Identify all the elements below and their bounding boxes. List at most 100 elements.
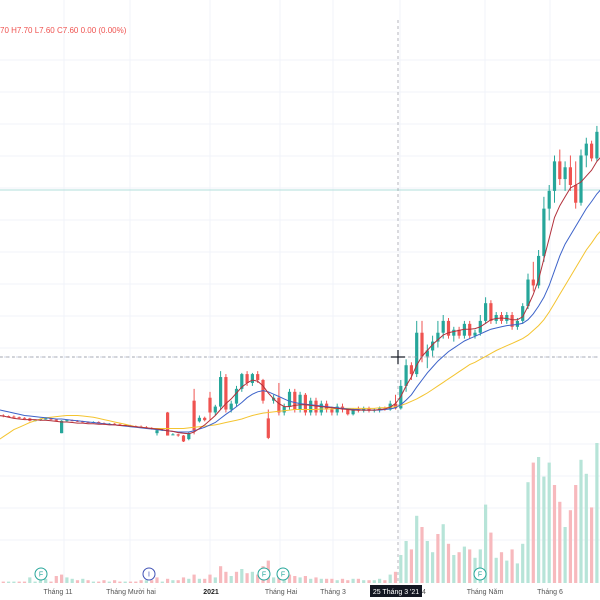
volume-bar — [139, 580, 143, 583]
volume-bar — [340, 578, 345, 583]
volume-bar — [123, 581, 127, 583]
ma-red-line — [0, 157, 600, 435]
ma-blue-line — [0, 189, 600, 433]
ohlc-high: H7.70 — [11, 26, 33, 35]
candle — [409, 365, 413, 375]
candle — [118, 424, 122, 426]
candle — [224, 377, 228, 410]
candle — [293, 391, 297, 410]
volume-bar — [558, 501, 562, 583]
financials-event-icon[interactable]: F — [34, 567, 48, 581]
volume-bar — [420, 527, 424, 583]
candle — [97, 421, 101, 424]
ma-yellow-line — [0, 231, 600, 440]
candle — [574, 185, 578, 203]
event-letter: F — [478, 572, 482, 579]
ohlc-change: 0.00 (0.00%) — [80, 26, 127, 35]
volume-bar — [404, 541, 408, 583]
candle — [552, 161, 557, 191]
volume-bar — [272, 577, 276, 583]
volume-bar — [383, 580, 387, 583]
candle — [367, 408, 371, 411]
event-circle — [257, 567, 271, 581]
volume-bar — [17, 581, 21, 583]
volume-bar — [113, 580, 117, 583]
candle — [282, 406, 286, 413]
volume-bar — [399, 555, 403, 583]
volume-bar — [245, 573, 249, 583]
candle — [49, 418, 53, 420]
volume-bar — [531, 462, 535, 583]
event-circle — [276, 567, 290, 581]
volume-bar — [7, 581, 11, 583]
volume-bar — [229, 576, 233, 583]
volume-bar — [287, 574, 292, 583]
volume-bar — [574, 485, 578, 583]
candle — [203, 417, 207, 421]
volume-bar — [181, 577, 186, 583]
candle — [420, 332, 424, 357]
volume-bar — [351, 578, 355, 583]
crosshair-date-label: 25 Tháng 3 '21 — [373, 589, 419, 596]
candle — [425, 350, 429, 357]
volume-bar — [552, 485, 557, 583]
candle — [431, 341, 435, 351]
candle — [240, 374, 244, 389]
volume-bar — [22, 581, 27, 583]
financials-event-icon[interactable]: F — [276, 567, 290, 581]
candle — [531, 279, 535, 286]
volume-bar — [499, 552, 504, 583]
candle — [378, 408, 382, 410]
volume-bar — [319, 578, 323, 583]
candle — [494, 315, 498, 321]
candle — [197, 417, 201, 422]
volume-bar — [537, 457, 541, 583]
candle — [250, 374, 254, 383]
volume-bar — [590, 507, 594, 583]
candle — [213, 406, 217, 413]
candle — [563, 167, 567, 180]
volume-bar — [197, 578, 201, 583]
volume-bar — [171, 580, 175, 583]
volume-bar — [303, 576, 307, 583]
volume-bar — [155, 577, 159, 583]
ohlc-close: C7.60 — [57, 26, 79, 35]
volume-bar — [330, 578, 334, 583]
time-axis-label: 4 — [422, 589, 426, 596]
volume-bar — [219, 566, 223, 583]
candle — [362, 408, 366, 411]
volume-bar — [335, 580, 339, 583]
volume-bar — [107, 581, 111, 583]
volume-bar — [81, 578, 85, 583]
volume-bar — [213, 577, 217, 583]
candle — [219, 377, 223, 407]
candle — [521, 306, 525, 321]
candle — [388, 403, 392, 410]
financials-event-icon[interactable]: F — [473, 567, 487, 581]
financials-event-icon[interactable]: F — [257, 567, 271, 581]
volume-bar — [505, 560, 509, 583]
candle — [489, 303, 493, 321]
candle — [234, 388, 239, 404]
crosshair — [0, 20, 600, 583]
candle — [38, 419, 42, 421]
time-axis-label: Tháng Hai — [265, 589, 298, 596]
candle — [229, 403, 233, 410]
candle — [287, 391, 292, 407]
volume-bar — [462, 546, 466, 583]
event-circle — [142, 567, 156, 581]
candle — [256, 374, 260, 380]
candle — [404, 365, 408, 386]
time-axis-label: Tháng Mười hai — [106, 589, 156, 596]
volume-bar — [584, 473, 588, 583]
candle — [542, 208, 546, 256]
volume-bar — [378, 578, 382, 583]
volume-bar — [441, 524, 445, 583]
candle — [54, 419, 58, 421]
candle — [547, 190, 551, 209]
info-event-icon[interactable]: I — [142, 567, 156, 581]
event-letter: F — [281, 572, 285, 579]
